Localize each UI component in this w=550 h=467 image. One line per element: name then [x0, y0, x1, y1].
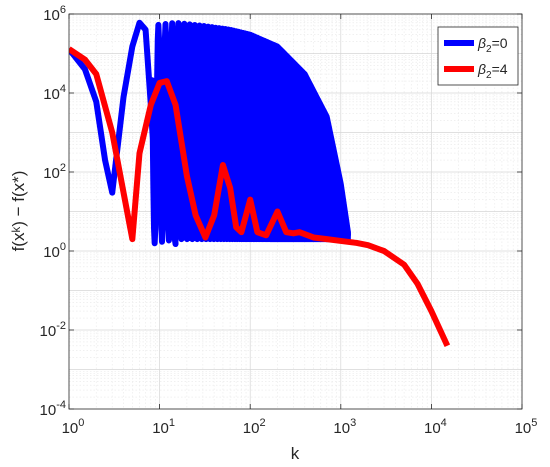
y-tick-label: 102: [43, 162, 66, 182]
y-tick-labels: 10-4 10-2 100 102 104 106: [40, 4, 66, 419]
legend-label-0: β2=0: [477, 35, 508, 55]
y-tick-label: 100: [43, 241, 66, 261]
x-tick-label: 101: [152, 417, 175, 437]
series-line-1: [69, 46, 451, 347]
x-tick-labels: 100 101 102 103 104 105: [62, 417, 538, 437]
x-tick-label: 104: [424, 417, 447, 437]
x-tick-label: 103: [333, 417, 356, 437]
y-tick-label: 10-4: [40, 399, 66, 419]
series-layer: [69, 19, 451, 347]
legend-label-1: β2=4: [477, 61, 508, 81]
y-axis-label: f(xᵏ) − f(x*): [9, 171, 28, 252]
x-tick-label: 102: [243, 417, 266, 437]
x-axis-label: k: [291, 444, 300, 463]
y-tick-label: 10-2: [40, 320, 66, 340]
y-tick-label: 106: [43, 4, 66, 24]
x-tick-label: 100: [62, 417, 85, 437]
plot-frame: [68, 13, 523, 410]
legend-box: [437, 26, 519, 86]
tick-marks: [68, 13, 523, 410]
y-tick-label: 104: [43, 83, 66, 103]
series-line-0: [69, 19, 351, 248]
x-tick-label: 105: [515, 417, 538, 437]
legend: β2=0 β2=4: [437, 26, 519, 86]
